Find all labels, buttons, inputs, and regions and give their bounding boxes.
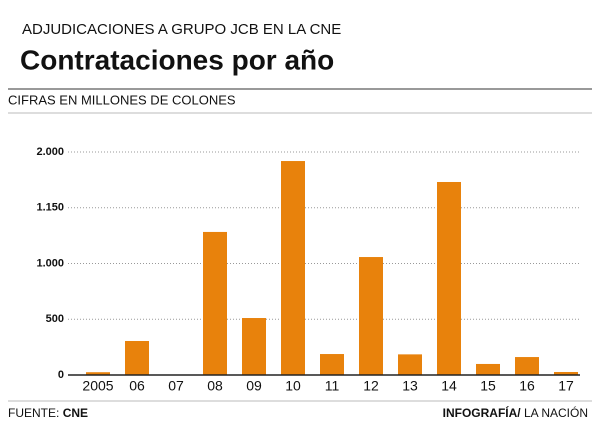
bar [203,231,227,375]
y-tick-label: 0 [58,369,64,381]
bar [359,257,383,375]
source: FUENTE: CNE [8,406,88,420]
bar [86,372,110,375]
subtitle: CIFRAS EN MILLONES DE COLONES [8,92,236,107]
x-tick-label: 2005 [82,378,113,394]
x-tick-label: 17 [558,378,574,394]
credit: INFOGRAFÍA/ LA NACIÓN [443,405,588,420]
y-tick-label: 2.000 [36,146,64,158]
y-tick-label: 500 [46,313,64,325]
x-tick-label: 09 [246,378,262,394]
source-name: CNE [63,406,88,420]
bar [515,357,539,375]
bar [281,161,305,375]
bar [242,318,266,375]
x-tick-label: 10 [285,378,301,394]
x-tick-label: 13 [402,378,418,394]
bar [554,371,578,375]
source-label: FUENTE: [8,406,59,420]
bar [476,363,500,375]
x-tick-label: 07 [168,378,184,394]
supertitle: ADJUDICACIONES A GRUPO JCB EN LA CNE [22,21,341,38]
x-tick-label: 15 [480,378,496,394]
y-tick-label: 1.150 [36,202,64,214]
bar [320,354,344,375]
x-tick-label: 16 [519,378,535,394]
bar [398,354,422,375]
x-tick-label: 14 [441,378,457,394]
x-tick-label: 12 [363,378,379,394]
x-tick-label: 11 [325,378,340,394]
x-tick-label: 06 [129,378,145,394]
credit-name: LA NACIÓN [524,405,588,420]
x-tick-label: 08 [207,378,223,394]
y-tick-label: 1.000 [36,257,64,269]
bar [437,181,461,375]
credit-label: INFOGRAFÍA/ [443,405,522,420]
chart-title: Contrataciones por año [20,44,334,75]
bar [125,340,149,375]
